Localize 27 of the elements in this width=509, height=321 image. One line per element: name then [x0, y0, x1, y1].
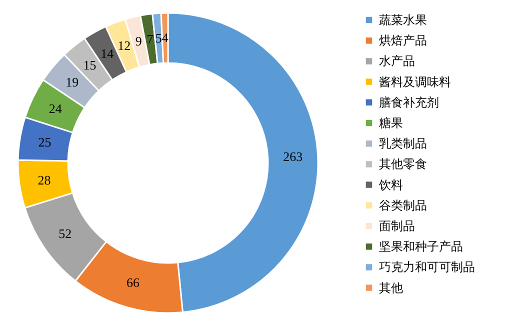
- data-label: 15: [83, 58, 96, 73]
- legend-label: 膳食补充剂: [379, 95, 439, 110]
- legend-label: 烘焙产品: [379, 34, 427, 48]
- data-label: 5: [155, 30, 162, 46]
- data-label: 28: [38, 172, 51, 188]
- legend-label: 水产品: [379, 54, 415, 68]
- legend-label: 其他零食: [379, 157, 427, 172]
- data-label: 263: [283, 148, 303, 164]
- data-label: 66: [126, 275, 140, 290]
- data-label: 25: [38, 134, 52, 150]
- legend-label: 巧克力和可可制品: [379, 260, 475, 274]
- legend-label: 蔬菜水果: [379, 13, 427, 27]
- data-label: 52: [58, 226, 72, 242]
- data-label: 7: [146, 31, 154, 46]
- data-label: 9: [135, 34, 142, 48]
- legend-label: 酱料及调味料: [379, 74, 451, 89]
- data-label: 14: [100, 46, 114, 61]
- legend-label: 饮料: [378, 178, 403, 192]
- legend-label: 面制品: [379, 219, 415, 233]
- legend-label: 其他: [379, 280, 403, 295]
- data-label: 24: [48, 100, 62, 116]
- data-label: 12: [118, 38, 131, 53]
- legend-label: 坚果和种子产品: [379, 240, 463, 254]
- legend-label: 谷类制品: [379, 198, 427, 212]
- data-label: 19: [66, 74, 79, 90]
- legend-label: 乳类制品: [379, 136, 427, 151]
- legend-label: 糖果: [379, 116, 403, 130]
